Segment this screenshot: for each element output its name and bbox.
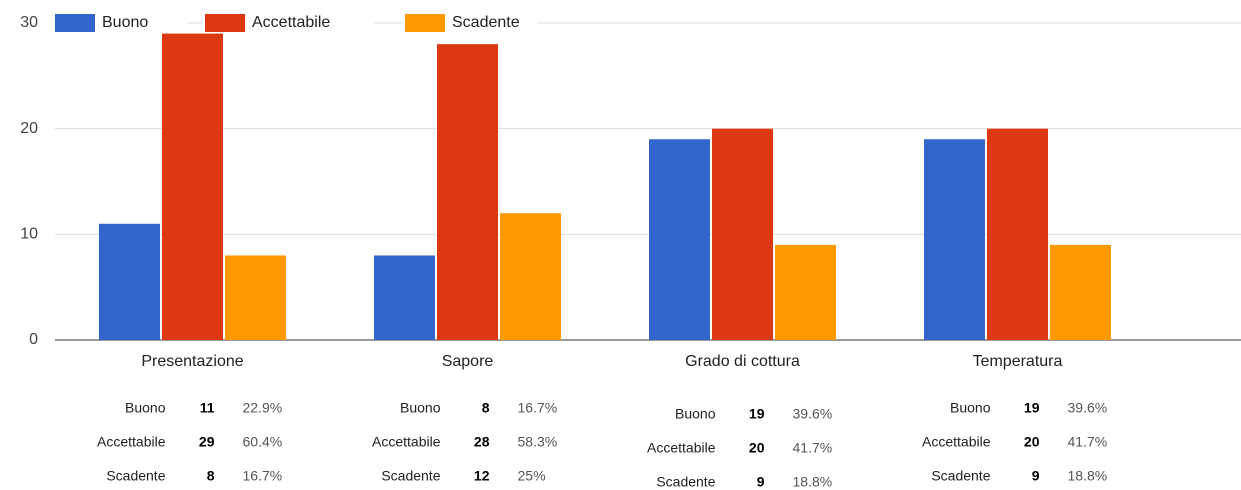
y-tick-label: 30	[20, 14, 38, 31]
legend-swatch	[55, 14, 95, 32]
table-count: 19	[749, 406, 765, 422]
bar	[162, 33, 223, 341]
table-share: 25%	[518, 468, 546, 484]
bar	[99, 223, 160, 340]
table-name: Accettabile	[647, 440, 716, 456]
table-share: 41.7%	[1068, 434, 1108, 450]
table-name: Scadente	[106, 468, 165, 484]
bar	[987, 128, 1048, 340]
legend-label: Accettabile	[252, 14, 330, 31]
table-count: 20	[1024, 434, 1040, 450]
bar	[437, 44, 498, 341]
table-share: 58.3%	[518, 434, 558, 450]
table-count: 28	[474, 434, 490, 450]
bar	[500, 213, 561, 340]
x-tick-label: Temperatura	[973, 353, 1063, 370]
table-share: 16.7%	[243, 468, 283, 484]
table-name: Buono	[950, 400, 991, 416]
table-count: 9	[1032, 468, 1040, 484]
table-share: 18.8%	[1068, 468, 1108, 484]
table-count: 29	[199, 434, 215, 450]
table-share: 41.7%	[793, 440, 833, 456]
table-share: 60.4%	[243, 434, 283, 450]
x-tick-label: Sapore	[442, 353, 494, 370]
legend-label: Scadente	[452, 14, 520, 31]
legend-swatch	[205, 14, 245, 32]
legend-label: Buono	[102, 14, 148, 31]
table-name: Accettabile	[922, 434, 991, 450]
table-name: Accettabile	[97, 434, 166, 450]
table-share: 22.9%	[243, 400, 283, 416]
table-share: 39.6%	[793, 406, 833, 422]
table-name: Buono	[400, 400, 441, 416]
table-share: 18.8%	[793, 474, 833, 490]
x-tick-label: Presentazione	[141, 353, 243, 370]
table-count: 19	[1024, 400, 1040, 416]
bar	[225, 255, 286, 340]
table-count: 9	[757, 474, 765, 490]
bar	[1050, 244, 1111, 340]
table-name: Scadente	[931, 468, 990, 484]
bar	[924, 139, 985, 340]
table-share: 39.6%	[1068, 400, 1108, 416]
y-tick-label: 10	[20, 226, 38, 243]
table-count: 8	[207, 468, 215, 484]
x-tick-label: Grado di cottura	[685, 353, 800, 370]
y-tick-label: 20	[20, 120, 38, 137]
bar	[775, 244, 836, 340]
table-count: 20	[749, 440, 765, 456]
bar	[374, 255, 435, 340]
legend-swatch	[405, 14, 445, 32]
table-name: Accettabile	[372, 434, 441, 450]
table-name: Buono	[675, 406, 716, 422]
y-tick-label: 0	[29, 331, 38, 348]
table-name: Scadente	[656, 474, 715, 490]
table-count: 8	[482, 400, 490, 416]
table-count: 12	[474, 468, 490, 484]
bar	[712, 128, 773, 340]
bar	[649, 139, 710, 340]
table-share: 16.7%	[518, 400, 558, 416]
table-name: Scadente	[381, 468, 440, 484]
table-name: Buono	[125, 400, 166, 416]
table-count: 11	[200, 400, 215, 416]
